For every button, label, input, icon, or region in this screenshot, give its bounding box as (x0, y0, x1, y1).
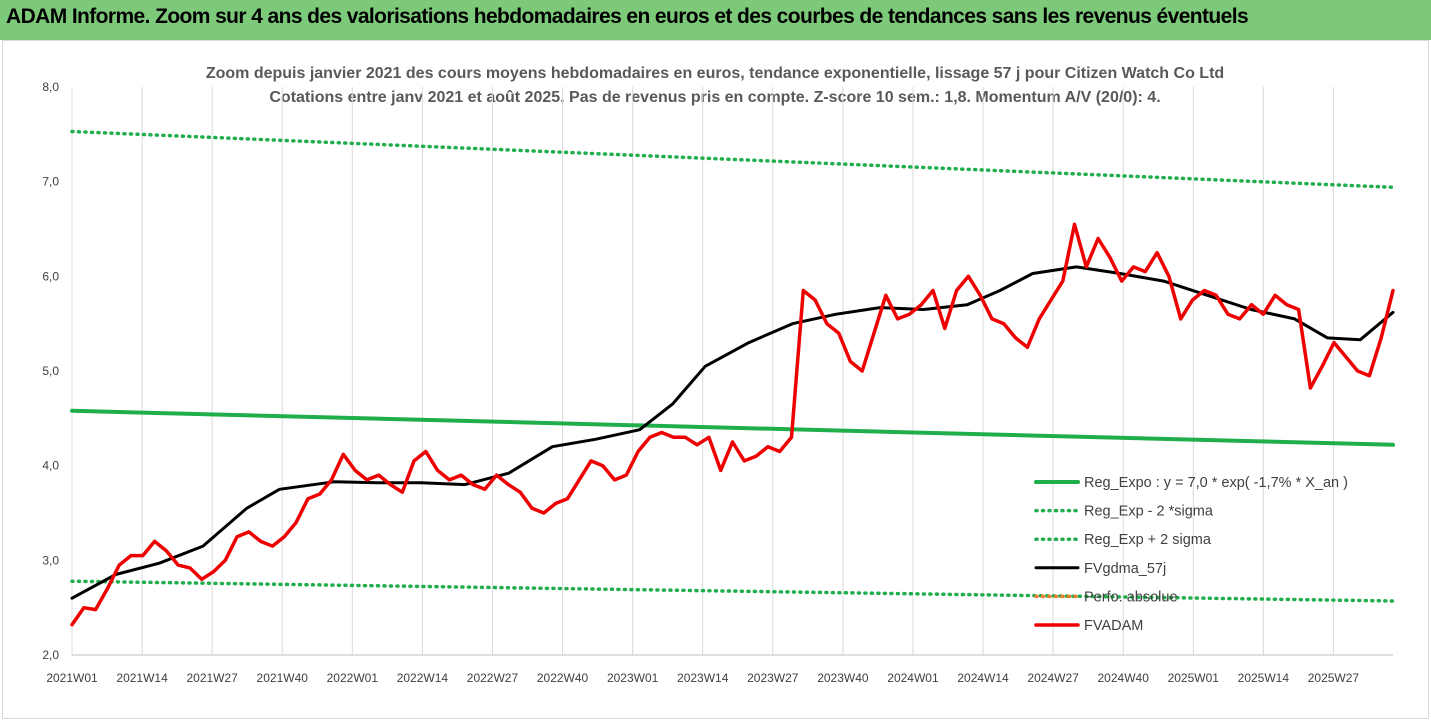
y-tick-label: 8,0 (42, 80, 59, 94)
x-tick-label: 2022W40 (537, 671, 589, 685)
series-line-fvadam (70, 222, 1395, 627)
report-banner: ADAM Informe. Zoom sur 4 ans des valoris… (0, 0, 1431, 40)
chart-subtitle: Cotations entre janv 2021 et août 2025. … (269, 89, 1160, 106)
report-title: ADAM Informe. Zoom sur 4 ans des valoris… (6, 5, 1249, 28)
x-tick-label: 2023W01 (607, 671, 659, 685)
legend-label: Perfo. absolue (1084, 589, 1178, 605)
series-line-reg-exp-2-sigma (70, 579, 1395, 603)
legend-label: Reg_Exp - 2 *sigma (1084, 504, 1214, 520)
x-tick-label: 2022W27 (467, 671, 519, 685)
y-tick-label: 6,0 (42, 269, 59, 283)
x-tick-label: 2021W01 (46, 671, 98, 685)
x-tick-label: 2024W14 (957, 671, 1009, 685)
series-line-reg-exp-2-sigma (70, 129, 1395, 190)
x-tick-label: 2022W01 (327, 671, 379, 685)
y-tick-label: 4,0 (42, 459, 59, 473)
legend-label: FVADAM (1084, 618, 1143, 634)
legend-label: Reg_Expo : y = 7,0 * exp( -1,7% * X_an ) (1084, 475, 1348, 491)
series-line-reg-expo-y-7-0-exp-1-7-x-an (70, 408, 1395, 447)
x-tick-label: 2023W27 (747, 671, 799, 685)
x-tick-label: 2024W40 (1098, 671, 1150, 685)
chart-title: Zoom depuis janvier 2021 des cours moyen… (206, 65, 1224, 82)
x-tick-label: 2024W01 (887, 671, 939, 685)
x-tick-label: 2023W14 (677, 671, 729, 685)
x-tick-label: 2024W27 (1027, 671, 1079, 685)
y-tick-label: 3,0 (42, 553, 59, 567)
x-tick-label: 2021W40 (257, 671, 309, 685)
series-line-fvgdma-57j (70, 265, 1395, 600)
x-tick-label: 2025W14 (1238, 671, 1290, 685)
x-tick-label: 2022W14 (397, 671, 449, 685)
y-tick-label: 7,0 (42, 175, 59, 189)
x-tick-label: 2023W40 (817, 671, 869, 685)
y-tick-label: 5,0 (42, 364, 59, 378)
x-tick-label: 2025W01 (1168, 671, 1220, 685)
x-tick-label: 2025W27 (1308, 671, 1360, 685)
chart-frame (2, 40, 1429, 719)
x-tick-label: 2021W14 (116, 671, 168, 685)
legend-label: FVgdma_57j (1084, 561, 1166, 577)
legend-label: Reg_Exp + 2 sigma (1084, 532, 1212, 548)
y-tick-label: 2,0 (42, 648, 59, 662)
x-tick-label: 2021W27 (186, 671, 238, 685)
